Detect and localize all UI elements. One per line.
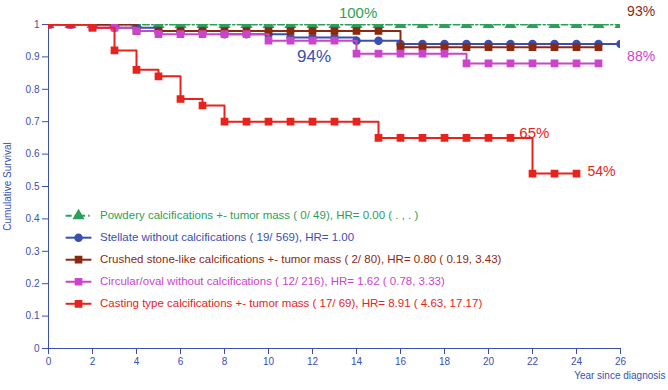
svg-text:4: 4 — [134, 356, 140, 367]
svg-text:65%: 65% — [519, 124, 549, 141]
svg-text:0.4: 0.4 — [26, 213, 40, 224]
svg-text:0.3: 0.3 — [26, 246, 40, 257]
svg-text:0.6: 0.6 — [26, 148, 40, 159]
svg-text:12: 12 — [307, 356, 319, 367]
svg-text:100%: 100% — [339, 4, 377, 21]
svg-text:Stellate without calcification: Stellate without calcifications ( 19/ 56… — [100, 231, 354, 243]
svg-text:10: 10 — [263, 356, 275, 367]
svg-text:24: 24 — [571, 356, 583, 367]
svg-text:Year since diagnosis: Year since diagnosis — [574, 370, 665, 381]
svg-text:16: 16 — [395, 356, 407, 367]
svg-text:0.5: 0.5 — [26, 181, 40, 192]
svg-text:93%: 93% — [627, 3, 655, 19]
svg-text:88%: 88% — [627, 48, 655, 64]
svg-text:Cumulative Survival: Cumulative Survival — [2, 142, 13, 230]
svg-text:Circular/oval without calcific: Circular/oval without calcifications ( 1… — [100, 275, 445, 287]
svg-text:22: 22 — [527, 356, 539, 367]
svg-text:8: 8 — [222, 356, 228, 367]
svg-text:0.7: 0.7 — [26, 116, 40, 127]
svg-text:2: 2 — [90, 356, 96, 367]
svg-text:Powdery calcifications +- tumo: Powdery calcifications +- tumor mass ( 0… — [100, 209, 418, 221]
svg-text:1: 1 — [34, 19, 40, 30]
svg-text:20: 20 — [483, 356, 495, 367]
svg-text:0: 0 — [34, 343, 40, 354]
svg-text:0.9: 0.9 — [26, 51, 40, 62]
svg-text:14: 14 — [351, 356, 363, 367]
svg-text:0.8: 0.8 — [26, 84, 40, 95]
svg-text:0.1: 0.1 — [26, 310, 40, 321]
svg-text:6: 6 — [178, 356, 184, 367]
svg-text:Crushed stone-like calcificati: Crushed stone-like calcifications +- tum… — [100, 253, 502, 265]
svg-text:26: 26 — [615, 356, 627, 367]
svg-text:54%: 54% — [588, 163, 616, 179]
svg-text:0: 0 — [46, 356, 52, 367]
svg-text:18: 18 — [439, 356, 451, 367]
svg-text:94%: 94% — [297, 47, 331, 66]
svg-text:0.2: 0.2 — [26, 278, 40, 289]
svg-text:Casting type calcifications +-: Casting type calcifications +- tumor mas… — [100, 297, 482, 309]
